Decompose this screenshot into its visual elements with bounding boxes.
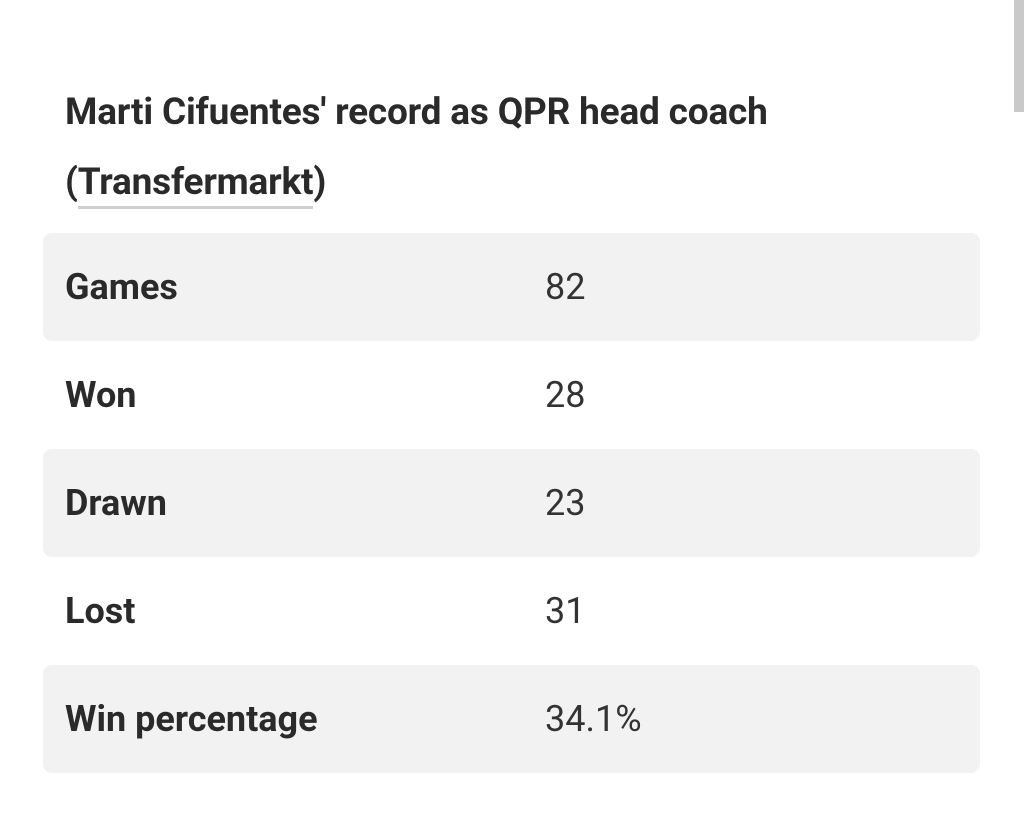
table-row: Drawn 23 [43,449,980,557]
row-value: 34.1% [545,698,642,740]
source-open: ( [65,161,78,204]
table-row: Lost 31 [43,557,980,665]
row-value: 82 [545,266,586,308]
source-close: ) [313,161,327,204]
row-value: 28 [545,374,586,416]
row-label: Drawn [65,482,167,524]
source-link[interactable]: Transfermarkt [77,161,314,209]
row-label: Lost [65,590,136,632]
scrollbar[interactable] [1014,0,1024,112]
row-value: 23 [545,482,586,524]
table-row: Games 82 [43,233,980,341]
row-label: Win percentage [65,698,318,740]
table-title: Marti Cifuentes' record as QPR head coac… [65,78,945,218]
table-row: Won 28 [43,341,980,449]
stats-table: Games 82 Won 28 Drawn 23 Lost 31 Win percentage 3… [43,233,980,773]
row-value: 31 [545,590,586,632]
table-row: Win percentage 34.1% [43,665,980,773]
row-label: Won [65,374,137,416]
title-text: Marti Cifuentes' record as QPR head coac… [65,91,768,134]
row-label: Games [65,266,178,308]
